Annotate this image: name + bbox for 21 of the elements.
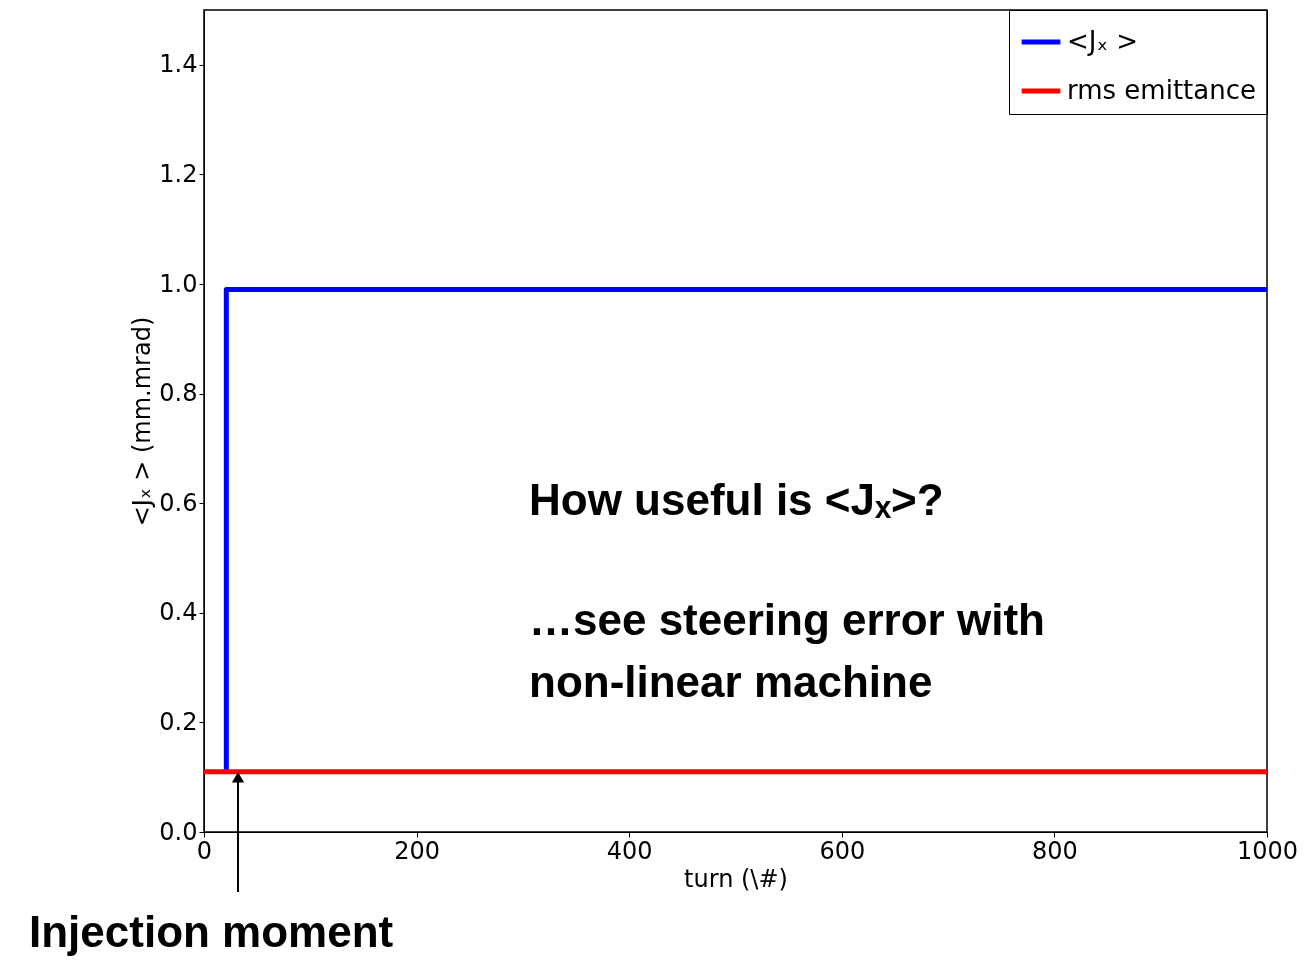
y-tick-label: 1.4 <box>159 50 198 79</box>
y-tick-label: 0.4 <box>159 598 198 627</box>
annotation: How useful is <Jₓ>? <box>529 475 944 524</box>
x-tick-label: 800 <box>1031 836 1078 865</box>
x-tick-label: 600 <box>819 836 866 865</box>
x-tick-label: 0 <box>196 836 213 865</box>
annotation: Injection moment <box>29 907 394 956</box>
y-tick-label: 1.0 <box>159 269 198 298</box>
legend-label: <Jₓ > <box>1067 26 1139 56</box>
y-tick-label: 0.2 <box>159 707 198 736</box>
y-axis-title: <Jₓ > (mm.mrad) <box>128 316 157 527</box>
legend-label: rms emittance <box>1067 75 1257 105</box>
y-tick-label: 0.8 <box>159 379 198 408</box>
y-tick-label: 1.2 <box>159 159 198 188</box>
y-tick-label: 0.6 <box>159 488 198 517</box>
x-tick-label: 1000 <box>1236 836 1299 865</box>
y-tick-label: 0.0 <box>159 817 198 846</box>
x-axis-title: turn (\#) <box>684 864 788 893</box>
x-tick-label: 200 <box>394 836 441 865</box>
x-tick-label: 400 <box>606 836 653 865</box>
annotation: …see steering error with non-linear machine <box>529 595 1045 706</box>
